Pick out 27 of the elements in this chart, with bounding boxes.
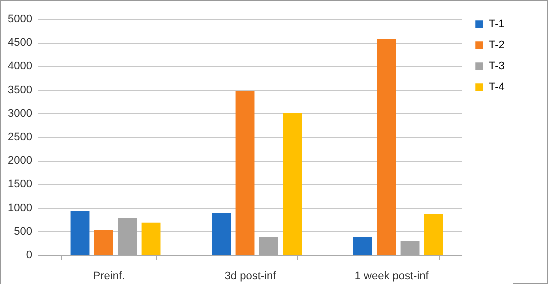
y-tick-label: 4500 <box>8 37 32 50</box>
x-tick-label: 1 week post-inf <box>354 270 430 282</box>
y-tick-label: 3500 <box>8 84 32 96</box>
x-tick-label: Preinf. <box>93 270 126 282</box>
bar <box>142 222 161 255</box>
y-tick-label: 1500 <box>8 178 32 191</box>
bar <box>424 214 444 255</box>
x-tick-label: 3d post-inf <box>224 270 278 282</box>
legend-label: T-1 <box>489 18 505 30</box>
y-tick-label: 500 <box>14 226 32 238</box>
bar <box>353 238 372 255</box>
y-tick-label: 1000 <box>8 202 32 214</box>
y-tick-label: 0 <box>26 250 32 262</box>
y-tick-label: 3000 <box>8 108 32 120</box>
bar <box>236 91 255 255</box>
bar <box>283 113 302 255</box>
y-tick-label: 4000 <box>8 60 32 73</box>
legend-label: T-3 <box>489 60 505 72</box>
y-tick-label: 5000 <box>8 14 32 26</box>
y-tick-label: 2500 <box>8 132 32 144</box>
y-tick-label: 2000 <box>8 155 32 168</box>
legend-label: T-4 <box>489 82 505 94</box>
bar <box>94 230 114 255</box>
bar <box>212 213 232 255</box>
legend-label: T-2 <box>489 40 505 52</box>
bar <box>377 39 396 255</box>
bar <box>70 211 90 255</box>
